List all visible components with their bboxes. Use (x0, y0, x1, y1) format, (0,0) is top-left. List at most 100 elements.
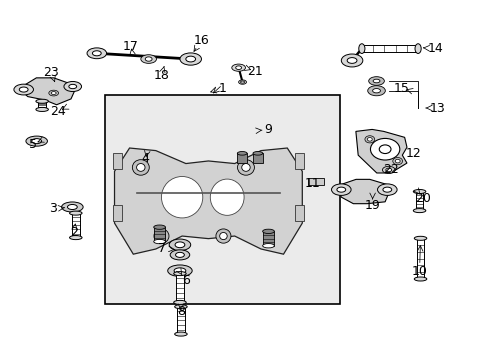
Text: 1: 1 (218, 82, 226, 95)
Ellipse shape (36, 107, 48, 112)
Text: 23: 23 (43, 66, 59, 79)
Ellipse shape (216, 229, 230, 243)
Ellipse shape (173, 271, 186, 276)
Ellipse shape (262, 229, 274, 234)
Bar (177, 307, 184, 334)
Ellipse shape (174, 305, 187, 309)
Ellipse shape (235, 66, 241, 69)
Text: 22: 22 (383, 163, 398, 176)
Ellipse shape (262, 244, 274, 248)
Ellipse shape (252, 152, 262, 155)
Ellipse shape (231, 64, 245, 71)
Ellipse shape (364, 136, 374, 143)
Ellipse shape (414, 44, 420, 54)
Text: 20: 20 (414, 192, 430, 204)
Bar (294, 205, 304, 221)
Text: 11: 11 (305, 177, 320, 190)
Polygon shape (336, 179, 391, 204)
Text: 12: 12 (405, 147, 420, 159)
Ellipse shape (175, 252, 184, 257)
Text: 13: 13 (429, 102, 445, 114)
Ellipse shape (61, 202, 83, 212)
Text: 18: 18 (153, 69, 169, 82)
Ellipse shape (241, 163, 250, 171)
Ellipse shape (180, 53, 201, 65)
Ellipse shape (167, 265, 192, 276)
Ellipse shape (136, 163, 145, 171)
Ellipse shape (169, 239, 190, 251)
Bar (237, 153, 246, 163)
Ellipse shape (382, 166, 394, 174)
Ellipse shape (240, 81, 244, 83)
Ellipse shape (219, 233, 227, 240)
Ellipse shape (170, 250, 189, 260)
Ellipse shape (145, 57, 152, 61)
Text: 5: 5 (29, 138, 37, 150)
Ellipse shape (382, 187, 391, 192)
Ellipse shape (238, 80, 246, 84)
Ellipse shape (141, 55, 156, 63)
Polygon shape (355, 130, 406, 173)
Polygon shape (114, 148, 302, 254)
Ellipse shape (49, 90, 59, 96)
Text: 17: 17 (123, 40, 139, 53)
Bar (176, 274, 183, 302)
Text: 9: 9 (264, 123, 271, 136)
Ellipse shape (379, 145, 390, 153)
Ellipse shape (372, 79, 379, 83)
Bar (72, 213, 80, 238)
Text: 7: 7 (158, 242, 166, 255)
Bar (361, 45, 417, 52)
Ellipse shape (132, 160, 149, 175)
Ellipse shape (87, 48, 106, 59)
Ellipse shape (237, 160, 254, 175)
Ellipse shape (392, 158, 402, 165)
Ellipse shape (154, 229, 169, 243)
Ellipse shape (64, 81, 81, 91)
Ellipse shape (161, 176, 203, 218)
Text: 15: 15 (393, 82, 409, 95)
Ellipse shape (69, 211, 82, 215)
Ellipse shape (19, 87, 28, 92)
Text: 16: 16 (193, 34, 209, 47)
Ellipse shape (372, 89, 380, 93)
Ellipse shape (413, 277, 426, 281)
Ellipse shape (366, 138, 371, 141)
Ellipse shape (370, 139, 399, 160)
Ellipse shape (346, 58, 356, 63)
Ellipse shape (69, 84, 77, 89)
Text: 3: 3 (49, 202, 57, 215)
Ellipse shape (412, 208, 425, 213)
Text: 19: 19 (364, 199, 380, 212)
Bar (416, 238, 424, 279)
Ellipse shape (153, 225, 165, 229)
Ellipse shape (26, 136, 47, 146)
Ellipse shape (368, 77, 384, 85)
Ellipse shape (36, 99, 48, 103)
Bar (252, 153, 262, 163)
Polygon shape (19, 78, 77, 105)
Ellipse shape (185, 56, 195, 62)
Bar (262, 231, 274, 246)
Text: 8: 8 (177, 305, 184, 318)
Text: 14: 14 (427, 42, 442, 55)
Bar (153, 227, 165, 242)
Text: 10: 10 (411, 265, 427, 278)
Bar (112, 153, 122, 169)
Ellipse shape (413, 236, 426, 240)
Text: 4: 4 (142, 152, 149, 165)
Ellipse shape (51, 91, 56, 94)
Text: 2: 2 (70, 226, 78, 239)
Ellipse shape (158, 233, 165, 240)
Ellipse shape (153, 239, 165, 244)
Ellipse shape (394, 159, 399, 163)
Text: 21: 21 (247, 65, 263, 78)
Bar (105, 95, 339, 304)
Bar (307, 178, 323, 185)
Ellipse shape (210, 179, 244, 215)
Bar (294, 153, 304, 169)
Ellipse shape (336, 187, 345, 192)
Ellipse shape (174, 268, 185, 274)
Ellipse shape (385, 168, 391, 172)
Text: 6: 6 (182, 274, 189, 287)
